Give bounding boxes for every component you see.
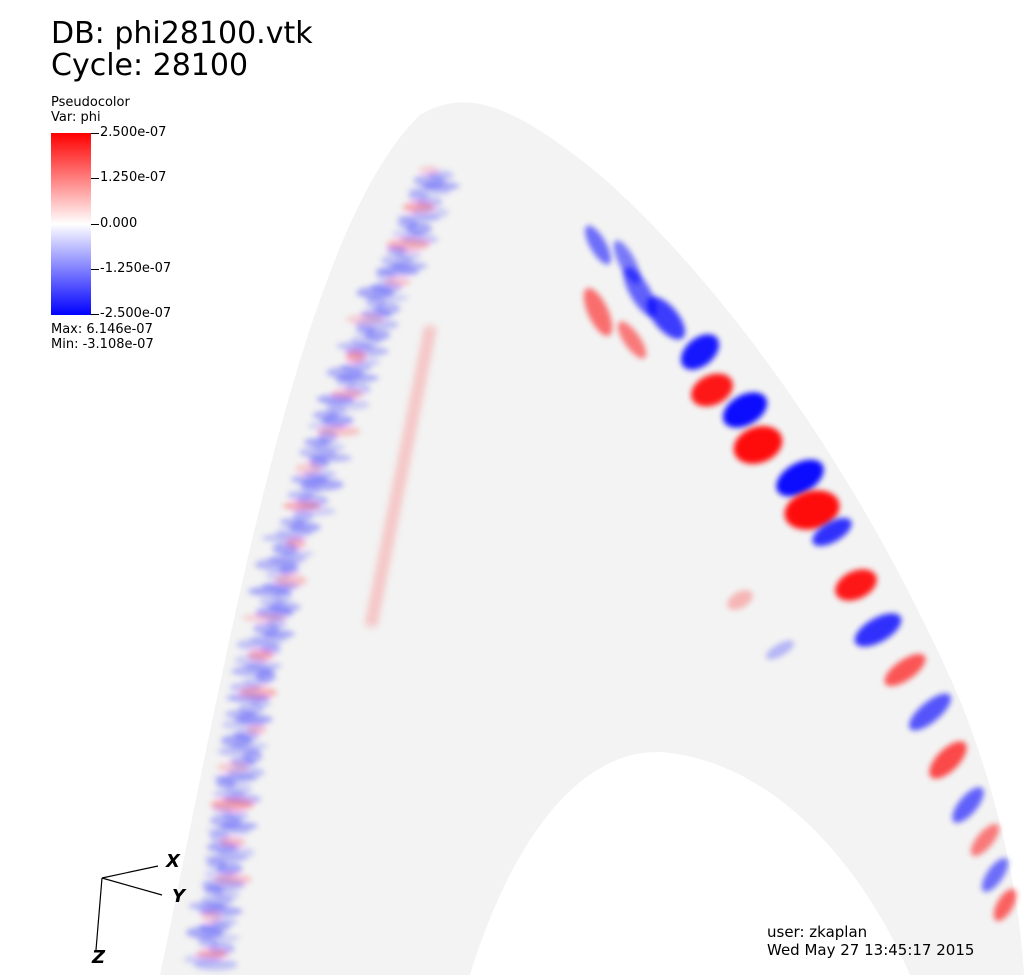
positive-lobe (733, 426, 783, 464)
colorbar-tick-label: 1.250e-07 (100, 170, 167, 185)
cycle-label: Cycle: 28100 (51, 48, 249, 83)
wave-lobes (583, 225, 1017, 922)
color-bar (51, 133, 91, 315)
positive-lobe (617, 321, 647, 359)
positive-lobe (993, 888, 1017, 922)
colorbar-tick (91, 314, 99, 315)
positive-lobe (884, 653, 926, 687)
legend-plot-type: Pseudocolor (51, 95, 130, 110)
negative-lobe (952, 787, 984, 823)
negative-lobe (680, 334, 720, 370)
negative-lobe (646, 296, 686, 340)
colorbar-tick-label: -2.500e-07 (100, 306, 172, 321)
negative-lobe (776, 459, 824, 497)
negative-lobe (722, 392, 768, 428)
y-axis-label: Y (172, 886, 186, 907)
positive-lobe (691, 373, 733, 407)
legend-variable: Var: phi (51, 110, 101, 125)
timestamp-label: Wed May 27 13:45:17 2015 (767, 941, 975, 959)
x-axis-label: X (166, 851, 180, 872)
positive-lobe (784, 490, 840, 530)
colorbar-tick-label: 0.000 (100, 216, 138, 231)
negative-lobe (765, 640, 795, 660)
max-value: Max: 6.146e-07 (51, 322, 153, 337)
positive-lobe (929, 741, 967, 779)
negative-lobe (854, 613, 902, 647)
negative-lobe (585, 225, 611, 265)
colorbar-tick (91, 133, 99, 134)
colorbar-tick (91, 224, 99, 225)
colorbar-tick (91, 269, 99, 270)
z-axis-label: Z (92, 947, 106, 968)
user-label: user: zkaplan (767, 923, 868, 941)
noise-band (363, 616, 380, 629)
left-flank-bands (183, 166, 460, 971)
positive-lobe (727, 590, 753, 610)
noise-band (193, 958, 238, 971)
min-value: Min: -3.108e-07 (51, 337, 154, 352)
colorbar-tick-label: -1.250e-07 (100, 261, 172, 276)
database-title: DB: phi28100.vtk (51, 16, 313, 51)
positive-lobe (583, 288, 613, 336)
colorbar-tick-label: 2.500e-07 (100, 125, 167, 140)
colorbar-tick (91, 178, 99, 179)
negative-lobe (812, 518, 852, 546)
positive-lobe (835, 569, 877, 601)
negative-lobe (981, 857, 1009, 893)
positive-lobe (970, 823, 1000, 857)
negative-lobe (909, 693, 951, 731)
